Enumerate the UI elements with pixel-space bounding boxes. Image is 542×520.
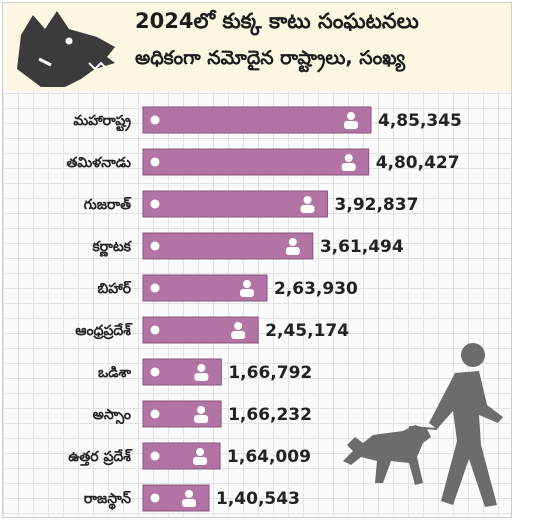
category-label: తమిళనాడు (67, 155, 132, 171)
bullet-icon (150, 409, 160, 419)
infographic-card: 2024లో కుక్క కాటు సంఘటనలు అధికంగా నమోదైన… (2, 2, 512, 518)
bar (142, 316, 259, 344)
bar (142, 484, 210, 512)
person-icon (182, 490, 197, 507)
category-label: రాజస్థాన్ (84, 490, 131, 510)
person-icon (194, 364, 209, 381)
bar (142, 190, 329, 218)
dog-head-icon (17, 11, 115, 87)
value-label: 4,80,427 (376, 153, 460, 173)
category-label: ఉత్తర ప్రదేశ్ (68, 448, 133, 466)
bullet-icon (150, 283, 160, 293)
bullet-icon (150, 157, 160, 167)
value-label: 1,64,009 (227, 447, 311, 467)
value-label: 1,40,543 (216, 489, 300, 509)
bar-chart: మహారాష్ట్ర 4,85,345 తమిళనాడు 4,80,427 గుజరాత… (67, 106, 462, 512)
value-label: 3,92,837 (335, 195, 419, 215)
person-icon (194, 406, 209, 423)
value-label: 1,66,792 (228, 363, 312, 383)
bullet-icon (150, 325, 160, 335)
chart-title-line-1: 2024లో కుక్క కాటు సంఘటనలు (135, 9, 419, 33)
bullet-icon (150, 451, 160, 461)
bullet-icon (150, 367, 160, 377)
bar (142, 274, 268, 302)
category-label: గుజరాత్ (84, 196, 132, 213)
person-icon (285, 238, 300, 255)
chart-title-line-2: అధికంగా నమోదైన రాష్ట్రాలు, సంఖ్య (135, 47, 406, 69)
bar (142, 106, 372, 134)
bar (142, 232, 314, 260)
value-label: 1,66,232 (228, 405, 312, 425)
category-label: మహారాష్ట్ర (73, 113, 131, 132)
value-label: 2,63,930 (274, 279, 358, 299)
category-label: ఆంధ్రప్రదేశ్ (75, 322, 133, 340)
value-label: 2,45,174 (265, 321, 349, 341)
person-icon (300, 196, 315, 213)
bullet-icon (150, 241, 160, 251)
value-label: 4,85,345 (378, 111, 462, 131)
bullet-icon (150, 115, 160, 125)
person-icon (341, 154, 356, 171)
category-label: ఒడిశా (98, 365, 132, 381)
person-icon (231, 322, 246, 339)
bullet-icon (150, 199, 160, 209)
value-label: 3,61,494 (320, 237, 404, 257)
category-label: అస్సాం (93, 407, 131, 425)
person-icon (344, 112, 358, 129)
bar (142, 148, 370, 176)
man-walking-dog-icon (343, 343, 503, 507)
person-icon (193, 448, 208, 465)
bullet-icon (150, 493, 160, 503)
category-label: కర్ణాటక (91, 239, 132, 257)
person-icon (239, 280, 254, 297)
category-label: బిహార్ (97, 280, 131, 297)
